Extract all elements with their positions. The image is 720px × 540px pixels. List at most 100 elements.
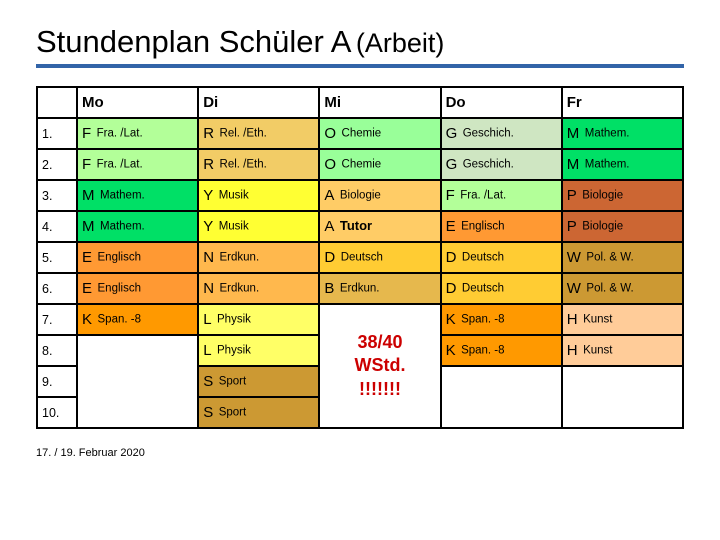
lesson-cell: D Deutsch [441,242,562,273]
lesson-code: M [82,218,95,235]
lesson-subject: Biologie [582,190,623,202]
lesson-cell: H Kunst [562,304,683,335]
lesson-subject: Fra. /Lat. [460,190,506,202]
lesson-subject: Rel. /Eth. [220,159,267,171]
lesson-subject: Musik [219,221,249,233]
lesson-code: W [567,249,581,266]
lesson-cell: A Biologie [319,180,440,211]
lesson-cell: F Fra. /Lat. [77,149,198,180]
lesson-cell: D Deutsch [319,242,440,273]
summary-line1: 38/40 [324,331,435,354]
lesson-cell: H Kunst [562,335,683,366]
lesson-code: S [203,373,213,390]
lesson-code: E [82,280,92,297]
lesson-code: R [203,125,214,142]
lesson-code: F [82,125,91,142]
lesson-subject: Chemie [342,128,382,140]
lesson-code: Y [203,218,213,235]
lesson-code: E [82,249,92,266]
lesson-subject: Sport [219,376,247,388]
day-header: Di [198,87,319,118]
lesson-subject: Biologie [340,190,381,202]
lesson-cell: W Pol. & W. [562,242,683,273]
lesson-code: H [567,342,578,359]
lesson-subject: Sport [219,407,247,419]
lesson-subject: Span. -8 [461,345,504,357]
table-row: 4.M Mathem.Y MusikA TutorE EnglischP Bio… [37,211,683,242]
period-number: 10. [37,397,77,428]
lesson-code: M [567,156,580,173]
lesson-cell: K Span. -8 [441,335,562,366]
lesson-cell: A Tutor [319,211,440,242]
lesson-code: P [567,218,577,235]
empty-cell [441,366,562,428]
lesson-subject: Rel. /Eth. [220,128,267,140]
lesson-code: F [82,156,91,173]
lesson-cell: E Englisch [441,211,562,242]
lesson-subject: Mathem. [585,128,630,140]
lesson-code: K [446,342,456,359]
lesson-code: L [203,311,211,328]
lesson-subject: Pol. & W. [586,252,633,264]
lesson-cell: S Sport [198,397,319,428]
lesson-code: N [203,249,214,266]
corner-cell [37,87,77,118]
summary-cell: 38/40WStd.!!!!!!! [319,304,440,428]
lesson-code: H [567,311,578,328]
lesson-subject: Mathem. [585,159,630,171]
lesson-subject: Englisch [98,252,141,264]
lesson-code: G [446,125,458,142]
lesson-subject: Mathem. [100,190,145,202]
lesson-cell: M Mathem. [562,149,683,180]
lesson-cell: M Mathem. [562,118,683,149]
lesson-cell: N Erdkun. [198,273,319,304]
lesson-cell: M Mathem. [77,211,198,242]
empty-cell [77,335,198,428]
lesson-subject: Kunst [583,345,612,357]
lesson-subject: Kunst [583,314,612,326]
lesson-subject: Deutsch [462,283,504,295]
table-row: 2.F Fra. /Lat.R Rel. /Eth.O ChemieG Gesc… [37,149,683,180]
day-header: Mo [77,87,198,118]
lesson-cell: D Deutsch [441,273,562,304]
lesson-subject: Erdkun. [220,283,260,295]
lesson-subject: Physik [217,345,251,357]
lesson-cell: B Erdkun. [319,273,440,304]
lesson-cell: O Chemie [319,149,440,180]
lesson-cell: Y Musik [198,211,319,242]
lesson-code: D [446,280,457,297]
empty-cell [562,366,683,428]
lesson-cell: K Span. -8 [441,304,562,335]
lesson-subject: Geschich. [463,159,514,171]
lesson-cell: E Englisch [77,273,198,304]
lesson-subject: Erdkun. [340,283,380,295]
lesson-subject: Physik [217,314,251,326]
summary-line2: WStd. [324,354,435,377]
lesson-cell: P Biologie [562,180,683,211]
lesson-subject: Biologie [582,221,623,233]
table-row: 3.M Mathem.Y MusikA BiologieF Fra. /Lat.… [37,180,683,211]
lesson-code: F [446,187,455,204]
lesson-subject: Erdkun. [220,252,260,264]
lesson-cell: P Biologie [562,211,683,242]
lesson-code: M [82,187,95,204]
period-number: 5. [37,242,77,273]
lesson-subject: Geschich. [463,128,514,140]
lesson-cell: S Sport [198,366,319,397]
table-row: 6.E EnglischN Erdkun.B Erdkun.D DeutschW… [37,273,683,304]
lesson-code: K [82,311,92,328]
lesson-subject: Englisch [98,283,141,295]
lesson-subject: Fra. /Lat. [97,159,143,171]
lesson-cell: F Fra. /Lat. [77,118,198,149]
lesson-cell: L Physik [198,335,319,366]
period-number: 2. [37,149,77,180]
lesson-subject: Pol. & W. [586,283,633,295]
lesson-cell: L Physik [198,304,319,335]
lesson-code: A [324,187,334,204]
period-number: 6. [37,273,77,304]
lesson-subject: Mathem. [100,221,145,233]
day-header: Mi [319,87,440,118]
lesson-cell: G Geschich. [441,118,562,149]
lesson-code: N [203,280,214,297]
lesson-code: O [324,156,336,173]
